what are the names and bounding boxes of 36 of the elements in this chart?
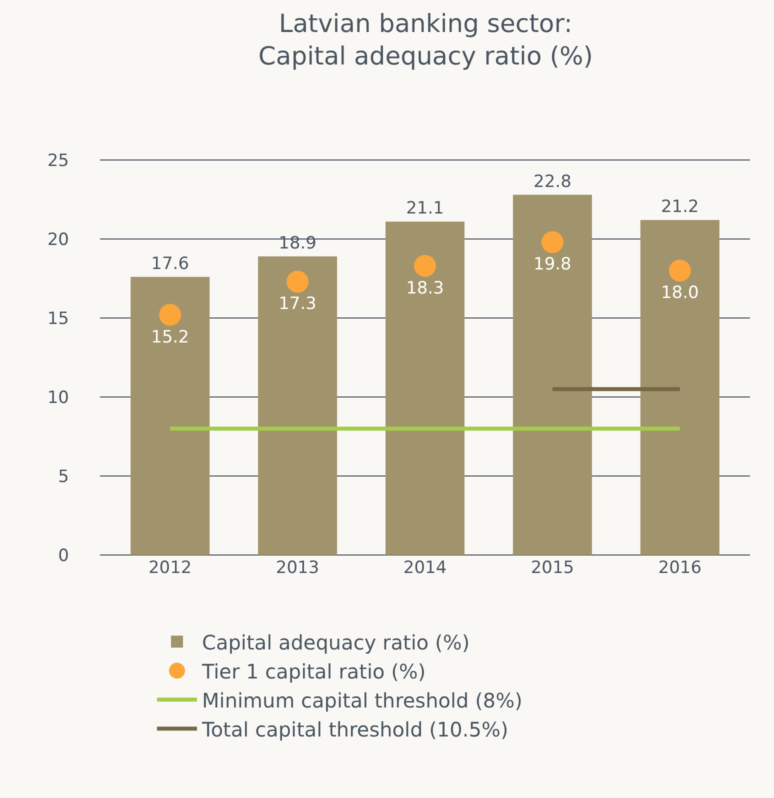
- y-tick-label: 5: [58, 466, 69, 487]
- legend-label: Tier 1 capital ratio (%): [201, 659, 426, 684]
- point: [541, 231, 564, 254]
- data-label: 18.3: [406, 278, 444, 298]
- data-label: 17.6: [151, 254, 190, 274]
- y-tick-label: 25: [47, 150, 69, 171]
- data-label: 15.2: [151, 327, 190, 348]
- y-tick-label: 0: [58, 546, 69, 566]
- legend-label: Capital adequacy ratio (%): [202, 630, 470, 654]
- bar: [258, 256, 338, 555]
- chart-title: Latvian banking sector: Capital adequacy ratio (%): [258, 8, 593, 70]
- y-tick-label: 20: [47, 230, 69, 250]
- x-tick-label: 2015: [530, 558, 574, 578]
- point: [159, 304, 182, 326]
- data-label: 18.9: [278, 233, 316, 254]
- point: [668, 260, 691, 282]
- y-tick-label: 15: [47, 308, 69, 329]
- x-tick-label: 2012: [148, 558, 192, 578]
- point: [286, 270, 309, 293]
- data-label: 18.0: [660, 283, 699, 304]
- bar: [512, 194, 592, 555]
- data-label: 22.8: [534, 172, 572, 192]
- legend-label: Minimum capital threshold (8%): [202, 688, 522, 712]
- bar: [640, 220, 720, 555]
- data-label: 17.3: [278, 294, 316, 314]
- point: [414, 254, 436, 277]
- data-label: 19.8: [534, 254, 572, 275]
- bar: [385, 222, 465, 555]
- bar: [130, 276, 210, 555]
- data-label: 21.2: [660, 197, 699, 218]
- y-tick-label: 10: [47, 388, 69, 408]
- x-tick-label: 2013: [276, 558, 320, 578]
- legend-label: Total capital threshold (10.5%): [201, 717, 508, 742]
- x-tick-label: 2014: [403, 558, 447, 578]
- x-tick-label: 2016: [658, 558, 702, 578]
- data-label: 21.1: [406, 198, 444, 219]
